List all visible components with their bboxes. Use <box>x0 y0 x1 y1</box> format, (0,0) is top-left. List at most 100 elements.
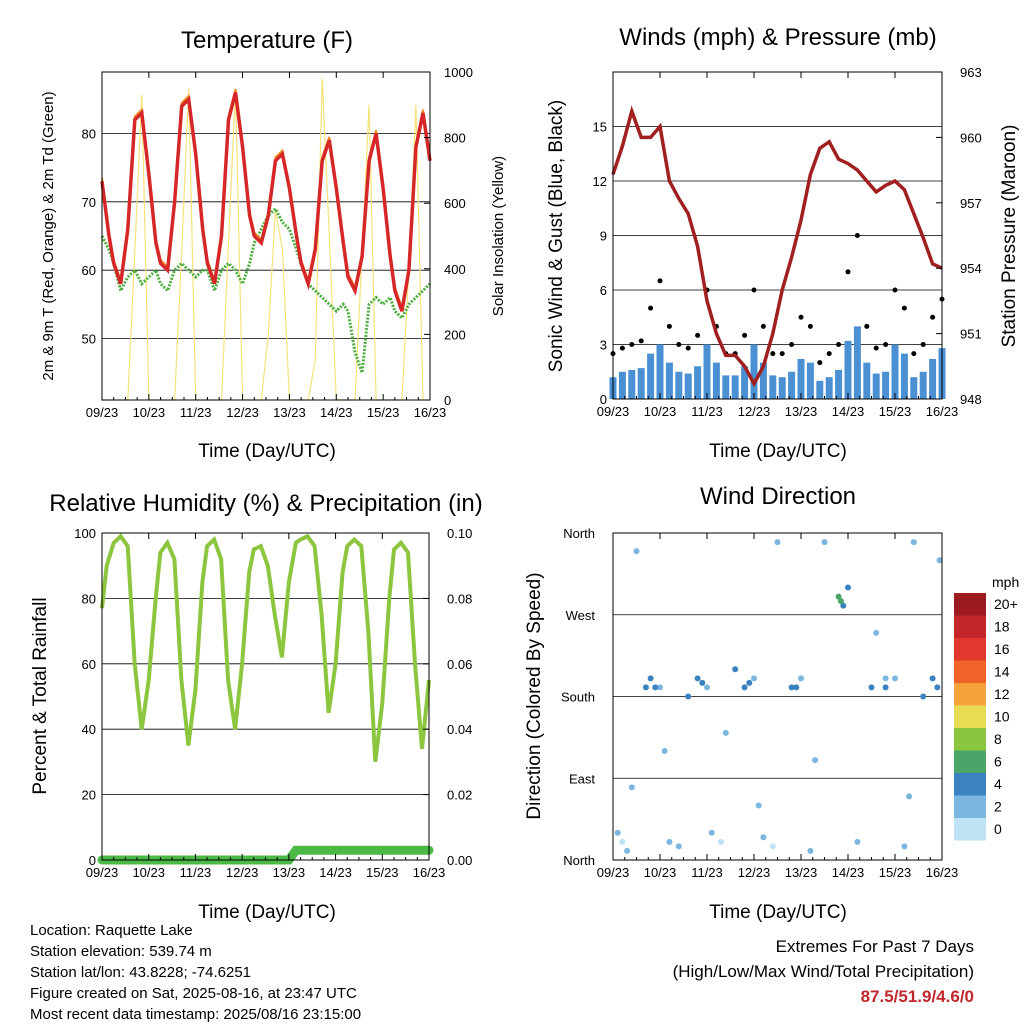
temperature-xtick-label: 11/23 <box>180 405 212 420</box>
station-latlon: Station lat/lon: 43.8228; -74.6251 <box>30 964 252 981</box>
solar-ytick-label: 1000 <box>444 65 473 80</box>
direction-point <box>882 675 889 682</box>
direction-point <box>837 598 844 605</box>
direction-point <box>666 838 673 845</box>
humidity-xlabel: Time (Day/UTC) <box>198 902 336 923</box>
pressure-ytick-label: 963 <box>960 65 982 80</box>
direction-point <box>793 684 800 691</box>
gust-point <box>836 342 842 347</box>
pressure-ytick-label: 960 <box>960 130 982 145</box>
direction-gridlines <box>613 614 942 779</box>
humidity-ytick-label: 60 <box>82 657 96 672</box>
direction-point <box>920 693 927 700</box>
station-location: Location: Raquette Lake <box>30 922 193 939</box>
winds-ticks: 0 3 6 9 12 15 948 951 954 957 960 963 09/23 10/23 11/2… <box>593 65 982 419</box>
legend-label: 16 <box>994 641 1010 657</box>
winds-xtick-label: 14/23 <box>832 404 865 419</box>
temperature-xtick-label: 16/23 <box>414 405 447 420</box>
legend-label: 14 <box>994 664 1010 680</box>
winds-xtick-label: 13/23 <box>785 404 818 419</box>
temperature-ytick-label: 70 <box>82 195 96 210</box>
direction-point <box>934 684 941 691</box>
gust-point <box>648 305 654 311</box>
direction-xtick-label: 16/23 <box>926 865 959 880</box>
pressure-line <box>611 105 943 388</box>
direction-point <box>657 684 663 691</box>
direction-point <box>704 684 710 691</box>
direction-point <box>868 684 875 691</box>
direction-point <box>910 539 917 546</box>
humidity-xtick-label: 12/23 <box>226 865 259 880</box>
legend-label: 12 <box>994 686 1010 702</box>
solar-ytick-label: 600 <box>444 196 466 211</box>
direction-point <box>718 838 725 845</box>
precip-ytick-label: 0.08 <box>447 591 472 606</box>
direction-ytick-label: East <box>569 771 595 786</box>
legend-swatch <box>954 683 986 706</box>
direction-point <box>755 802 762 809</box>
humidity-xtick-label: 13/23 <box>273 865 306 880</box>
winds-ytick-label: 6 <box>600 283 607 298</box>
gust-point <box>638 338 644 344</box>
precip-ytick-label: 0.00 <box>447 853 472 868</box>
direction-xtick-label: 14/23 <box>832 865 865 880</box>
humidity-ytick-label: 40 <box>82 722 96 737</box>
direction-point <box>906 793 913 800</box>
direction-title: Wind Direction <box>700 483 856 510</box>
gust-point <box>760 323 766 329</box>
direction-point <box>741 684 748 691</box>
winds-xlabel: Time (Day/UTC) <box>709 441 847 462</box>
legend-swatch <box>954 615 986 638</box>
direction-point <box>647 675 654 682</box>
legend-swatch <box>954 773 986 796</box>
direction-point <box>694 675 701 682</box>
extremes-summary: Extremes For Past 7 Days (High/Low/Max W… <box>673 934 974 1009</box>
wind-series <box>609 326 946 399</box>
direction-xtick-label: 10/23 <box>644 865 677 880</box>
gust-point <box>892 287 898 293</box>
gust-point <box>798 314 804 320</box>
temperature-series <box>100 88 432 312</box>
direction-point <box>936 557 943 564</box>
gust-point <box>873 345 879 351</box>
humidity-chart: Relative Humidity (%) & Precipitation (i… <box>30 490 483 923</box>
station-info: Location: Raquette Lake Station elevatio… <box>30 920 361 1025</box>
direction-point <box>774 539 781 546</box>
humidity-xtick-label: 10/23 <box>132 865 165 880</box>
temperature-xtick-label: 13/23 <box>273 405 306 420</box>
direction-point <box>619 838 626 845</box>
legend-swatch <box>954 660 986 683</box>
direction-point <box>652 684 659 691</box>
winds-xtick-label: 12/23 <box>738 404 771 419</box>
gust-point <box>817 360 823 366</box>
gust-point <box>695 332 701 338</box>
humidity-ticks: 0 20 40 60 80 100 0.00 0.02 0.04 0.06 0.08 0.10 09/2… <box>74 526 472 880</box>
solar-ytick-label: 400 <box>444 262 466 277</box>
humidity-xtick-label: 09/23 <box>86 865 119 880</box>
gust-point <box>751 287 757 293</box>
temperature-ytick-label: 60 <box>82 263 96 278</box>
winds-xtick-label: 15/23 <box>879 404 912 419</box>
humidity-ytick-label: 0 <box>89 853 96 868</box>
direction-point <box>873 629 880 636</box>
latest-timestamp: Most recent data timestamp: 2025/08/16 2… <box>30 1006 362 1023</box>
precip-ytick-label: 0.04 <box>447 722 472 737</box>
direction-point <box>708 829 715 836</box>
gust-point <box>864 323 870 329</box>
wind-direction-chart: Wind Direction NorthEastSouthWestNorth09… <box>524 483 1019 923</box>
direction-point <box>732 666 739 673</box>
direction-point <box>798 675 804 682</box>
direction-point <box>812 757 819 764</box>
gust-point <box>779 351 785 357</box>
humidity-plot-frame <box>101 532 430 861</box>
direction-point <box>614 829 621 836</box>
rh-series <box>100 533 431 763</box>
gust-point <box>666 323 672 329</box>
direction-ytick-label: West <box>566 608 596 623</box>
legend-title: mph <box>992 574 1019 590</box>
winds-xtick-label: 10/23 <box>644 404 677 419</box>
humidity-ytick-label: 80 <box>82 591 96 606</box>
direction-point <box>929 675 936 682</box>
temperature-title: Temperature (F) <box>181 27 353 54</box>
